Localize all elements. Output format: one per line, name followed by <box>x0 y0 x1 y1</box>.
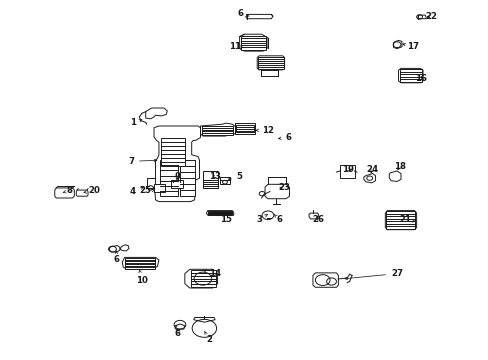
Bar <box>258 57 283 69</box>
Text: 16: 16 <box>414 74 426 83</box>
Bar <box>220 177 229 184</box>
Text: 12: 12 <box>256 126 273 135</box>
Text: 18: 18 <box>393 162 405 171</box>
Text: 21: 21 <box>398 215 414 224</box>
Text: 22: 22 <box>425 12 436 21</box>
Bar <box>203 171 217 188</box>
Text: 9: 9 <box>174 172 180 181</box>
Text: 15: 15 <box>220 212 231 224</box>
Text: 6: 6 <box>237 9 248 18</box>
Text: 17: 17 <box>402 41 418 50</box>
Bar <box>261 70 277 76</box>
Text: 6: 6 <box>278 133 291 142</box>
Text: 27: 27 <box>344 269 402 280</box>
Bar <box>154 184 164 192</box>
Bar <box>339 165 354 178</box>
Bar <box>399 69 421 82</box>
Bar <box>171 180 183 188</box>
Text: 24: 24 <box>366 165 378 174</box>
Bar <box>202 126 233 135</box>
Bar <box>203 180 217 188</box>
Text: 20: 20 <box>84 186 100 195</box>
Text: 8: 8 <box>63 186 72 195</box>
Text: 5: 5 <box>228 172 242 181</box>
Bar <box>180 160 194 196</box>
Bar <box>161 138 184 166</box>
Text: 7: 7 <box>128 157 157 166</box>
Text: 25: 25 <box>140 186 155 195</box>
Text: 6: 6 <box>273 214 282 224</box>
Bar <box>234 123 255 134</box>
Bar <box>207 211 232 215</box>
Text: 6: 6 <box>174 328 180 338</box>
Text: 14: 14 <box>203 269 221 278</box>
Text: 13: 13 <box>209 172 221 181</box>
Text: 4: 4 <box>130 187 143 196</box>
Text: 2: 2 <box>204 332 212 343</box>
Bar <box>386 211 414 229</box>
Bar <box>190 270 216 287</box>
Text: 10: 10 <box>136 270 147 284</box>
Text: 3: 3 <box>256 215 267 224</box>
Text: 19: 19 <box>342 165 353 174</box>
Text: 23: 23 <box>278 184 290 192</box>
Text: 6: 6 <box>113 251 119 264</box>
Bar <box>146 178 154 188</box>
Bar <box>160 160 177 196</box>
Bar <box>124 258 155 269</box>
Text: 26: 26 <box>312 215 324 224</box>
Text: 11: 11 <box>228 41 243 50</box>
Bar <box>241 36 265 50</box>
Text: 1: 1 <box>130 118 142 127</box>
Bar <box>235 125 254 132</box>
